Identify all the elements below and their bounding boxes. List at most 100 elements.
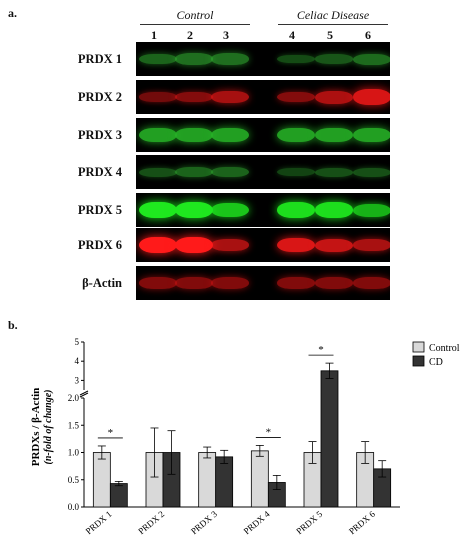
axis-break-mark — [79, 392, 89, 398]
lane-number: 4 — [289, 28, 295, 42]
significance-star: * — [108, 427, 114, 439]
blot-band — [277, 127, 315, 143]
legend-label: Control — [429, 343, 460, 354]
blot-band — [315, 202, 353, 218]
blot-band — [175, 127, 213, 143]
lane-number: 5 — [327, 28, 333, 42]
blot-band — [277, 168, 315, 176]
blot-band — [139, 127, 177, 143]
blot-band — [139, 237, 177, 253]
bar-cd — [215, 456, 234, 508]
blot-row-label: PRDX 2 — [77, 90, 122, 104]
blot-band — [353, 89, 390, 105]
y-tick-label: 5 — [75, 337, 80, 347]
x-tick-label: PRDX 5 — [294, 509, 324, 537]
blot-strip — [136, 193, 390, 227]
legend-label: CD — [429, 357, 443, 368]
lane-number: 2 — [187, 28, 193, 42]
blot-row-label: PRDX 4 — [77, 165, 122, 179]
blot-band — [139, 202, 177, 218]
blot-strip — [136, 266, 390, 300]
x-tick-label: PRDX 2 — [136, 509, 166, 536]
blot-band — [211, 90, 249, 104]
blot-band — [175, 53, 213, 65]
bar-control — [250, 450, 269, 508]
blot-band — [211, 239, 249, 251]
blot-row-label: PRDX 5 — [77, 203, 122, 217]
blot-band — [211, 166, 249, 178]
group-line-celiac — [278, 24, 388, 25]
blot-band — [277, 202, 315, 218]
blot-strip — [136, 80, 390, 114]
y-tick-label: 0.0 — [68, 502, 80, 512]
blot-band — [315, 167, 353, 177]
blot-band — [315, 238, 353, 252]
x-tick-label: PRDX 3 — [189, 509, 219, 537]
bar-cd — [109, 483, 128, 508]
blot-band — [175, 277, 213, 289]
y-tick-label: 1.0 — [68, 448, 80, 458]
blot-band — [175, 202, 213, 218]
blot-strip — [136, 118, 390, 152]
blot-band — [315, 90, 353, 104]
lane-number: 6 — [365, 28, 371, 42]
panel-b-label: b. — [8, 318, 18, 332]
blot-band — [277, 91, 315, 103]
blot-band — [139, 277, 177, 289]
blot-band — [353, 277, 390, 289]
blot-band — [277, 54, 315, 64]
blot-strip — [136, 228, 390, 262]
blot-row-label: PRDX 1 — [77, 52, 122, 66]
y-tick-label: 2.0 — [68, 393, 80, 403]
blot-band — [277, 238, 315, 252]
legend-swatch — [412, 355, 425, 367]
blot-band — [211, 53, 249, 65]
blot-band — [175, 237, 213, 253]
y-tick-label: 4 — [75, 356, 80, 366]
blot-band — [353, 53, 390, 65]
blot-strip — [136, 42, 390, 76]
blot-band — [211, 277, 249, 289]
x-tick-label: PRDX 4 — [242, 509, 272, 537]
blot-band — [315, 127, 353, 143]
y-axis-sublabel: (n-fold of change) — [43, 390, 54, 465]
axis-break-mark — [79, 390, 89, 396]
x-tick-label: PRDX 1 — [84, 509, 114, 536]
blot-band — [211, 127, 249, 143]
group-label-celiac: Celiac Disease — [296, 8, 370, 22]
blot-row-label: β-Actin — [82, 276, 122, 290]
blot-band — [353, 127, 390, 143]
blot-band — [353, 203, 390, 217]
blot-band — [277, 277, 315, 289]
panel-a-label: a. — [8, 6, 17, 20]
group-line-control — [140, 24, 250, 25]
blot-row-label: PRDX 3 — [77, 128, 122, 142]
blot-band — [139, 92, 177, 102]
bar-control — [92, 452, 111, 508]
significance-star: * — [318, 344, 324, 356]
blot-row-label: PRDX 6 — [77, 238, 122, 252]
blot-band — [315, 54, 353, 64]
blot-band — [211, 203, 249, 217]
x-tick-label: PRDX 6 — [347, 509, 377, 537]
blot-band — [353, 167, 390, 177]
y-axis-label: PRDXs / β-Actin — [30, 388, 42, 467]
bar-cd — [320, 370, 339, 508]
bar-control — [198, 452, 217, 508]
bar-chart: PRDXs / β-Actin (n-fold of change) 0.0 0.… — [30, 337, 460, 537]
lane-number: 1 — [151, 28, 157, 42]
blot-band — [175, 91, 213, 103]
blot-band — [139, 53, 177, 65]
y-tick-label: 0.5 — [68, 475, 80, 485]
blot-band — [315, 277, 353, 289]
legend-swatch — [412, 341, 425, 353]
lane-number: 3 — [223, 28, 229, 42]
blot-band — [139, 167, 177, 177]
blot-band — [175, 166, 213, 178]
significance-star: * — [266, 426, 272, 438]
y-tick-label: 3 — [75, 375, 80, 385]
blot-band — [353, 239, 390, 251]
blot-strip — [136, 155, 390, 189]
y-tick-label: 1.5 — [68, 420, 80, 430]
group-label-control: Control — [176, 8, 214, 22]
